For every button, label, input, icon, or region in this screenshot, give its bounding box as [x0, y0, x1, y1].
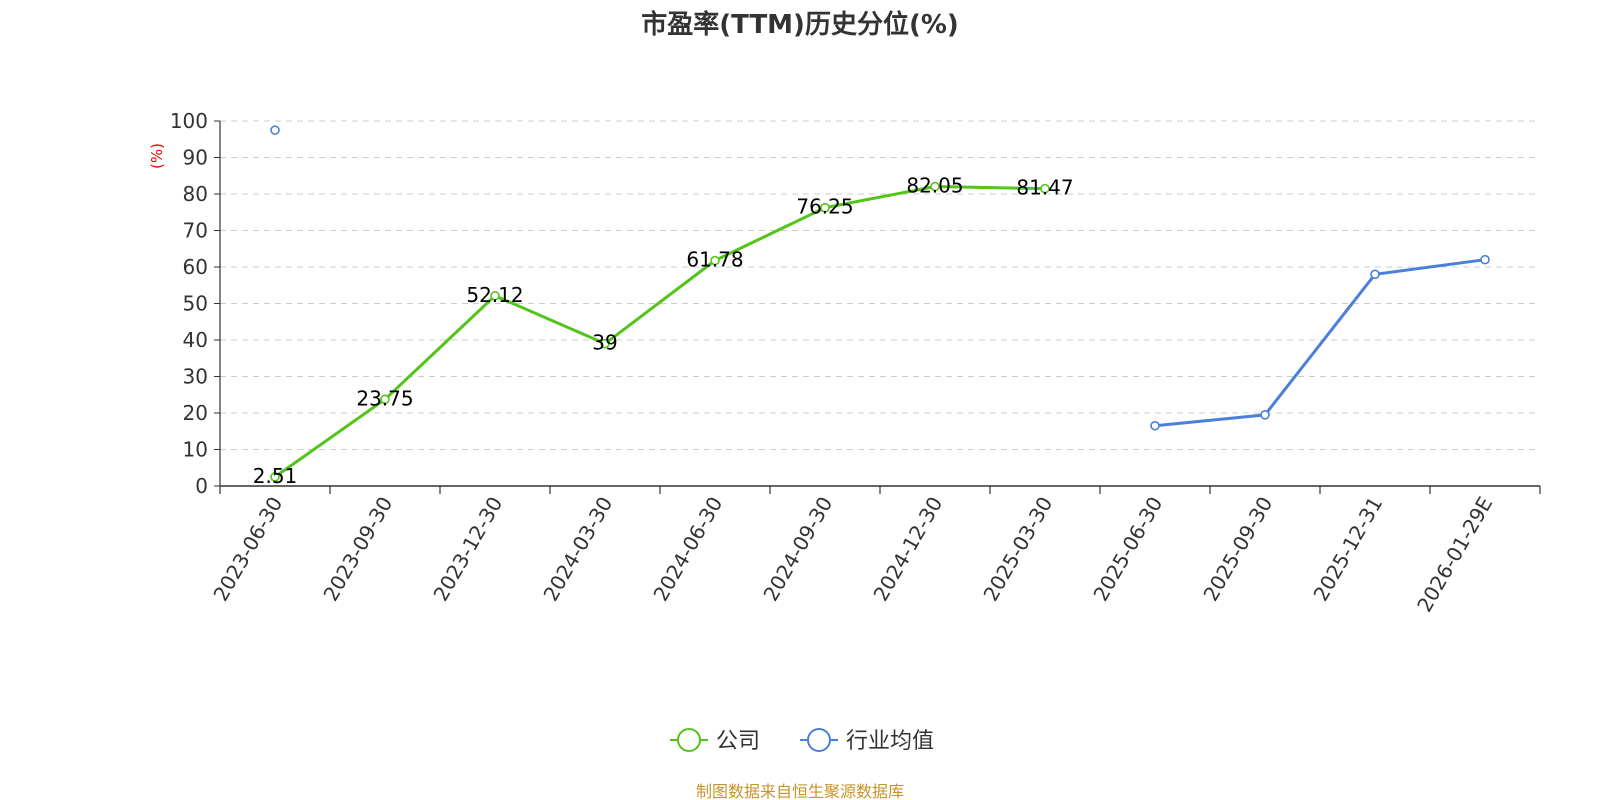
data-label: 76.25: [796, 195, 853, 219]
y-tick-label: 10: [183, 438, 208, 462]
x-tick-label: 2025-06-30: [1088, 493, 1167, 606]
x-tick-label: 2024-06-30: [648, 493, 727, 606]
data-point[interactable]: [820, 202, 830, 213]
legend-label: 行业均值: [846, 729, 934, 754]
x-tick-label: 2025-12-31: [1308, 493, 1387, 606]
y-tick-label: 50: [183, 292, 208, 316]
data-point[interactable]: [1370, 269, 1380, 280]
axes: 0 10 20 30 40 50 60 70 80 90 100 2023-06-30 2023-09-…: [170, 109, 1541, 617]
data-label: 61.78: [686, 248, 743, 272]
y-tick-label: 20: [183, 401, 208, 425]
data-point[interactable]: [1150, 420, 1160, 431]
series: [270, 125, 1490, 482]
y-tick-label: 30: [183, 365, 208, 389]
y-tick-label: 90: [183, 146, 208, 170]
x-tick-label: 2024-12-30: [868, 493, 947, 606]
x-tick-label: 2023-09-30: [318, 493, 397, 606]
y-tick-label: 0: [195, 474, 208, 498]
y-tick-label: 40: [183, 328, 208, 352]
x-tick-label: 2023-06-30: [208, 493, 287, 606]
data-point[interactable]: [1480, 254, 1490, 265]
x-tick-label: 2025-09-30: [1198, 493, 1277, 606]
data-label: 82.05: [906, 174, 963, 198]
x-tick-label: 2024-09-30: [758, 493, 837, 606]
data-point[interactable]: [1040, 183, 1050, 194]
data-point[interactable]: [710, 255, 720, 266]
x-tick-label: 2026-01-29E: [1412, 493, 1497, 617]
y-tick-label: 80: [183, 182, 208, 206]
legend-marker: [677, 728, 701, 752]
chart-title: 市盈率(TTM)历史分位(%): [641, 9, 959, 40]
legend-label: 公司: [716, 729, 760, 754]
y-tick-label: 100: [170, 109, 208, 133]
source-note: 制图数据来自恒生聚源数据库: [696, 782, 904, 800]
y-tick-label: 70: [183, 219, 208, 243]
data-point[interactable]: [600, 338, 610, 349]
series-line: [274, 185, 1046, 479]
data-point[interactable]: [380, 394, 390, 405]
x-tick-label: 2025-03-30: [978, 493, 1057, 606]
data-point[interactable]: [930, 181, 940, 192]
legend-marker: [807, 728, 831, 752]
data-label: 23.75: [356, 386, 413, 410]
data-label: 39: [592, 331, 617, 355]
data-label: 2.51: [253, 464, 298, 488]
data-label: 52.12: [466, 283, 523, 307]
data-point[interactable]: [1260, 410, 1270, 420]
series-line: [1154, 258, 1486, 428]
legend-item-0[interactable]: 公司: [670, 728, 760, 754]
data-label: 81.47: [1016, 176, 1073, 200]
data-point[interactable]: [270, 472, 280, 482]
x-tick-label: 2024-03-30: [538, 493, 617, 606]
legend-item-1[interactable]: 行业均值: [800, 728, 934, 754]
data-point[interactable]: [490, 290, 500, 301]
legend[interactable]: 公司 行业均值: [670, 728, 934, 754]
series-0: [270, 181, 1050, 482]
x-tick-label: 2023-12-30: [428, 493, 507, 606]
data-labels: 2.51 23.75 52.12 39 61.78 76.25 82.05 81.47: [253, 174, 1074, 488]
grid: [220, 120, 1540, 450]
series-1: [270, 125, 1490, 431]
y-axis-label: (%): [148, 143, 166, 169]
y-tick-label: 60: [183, 255, 208, 279]
data-point[interactable]: [270, 125, 280, 135]
